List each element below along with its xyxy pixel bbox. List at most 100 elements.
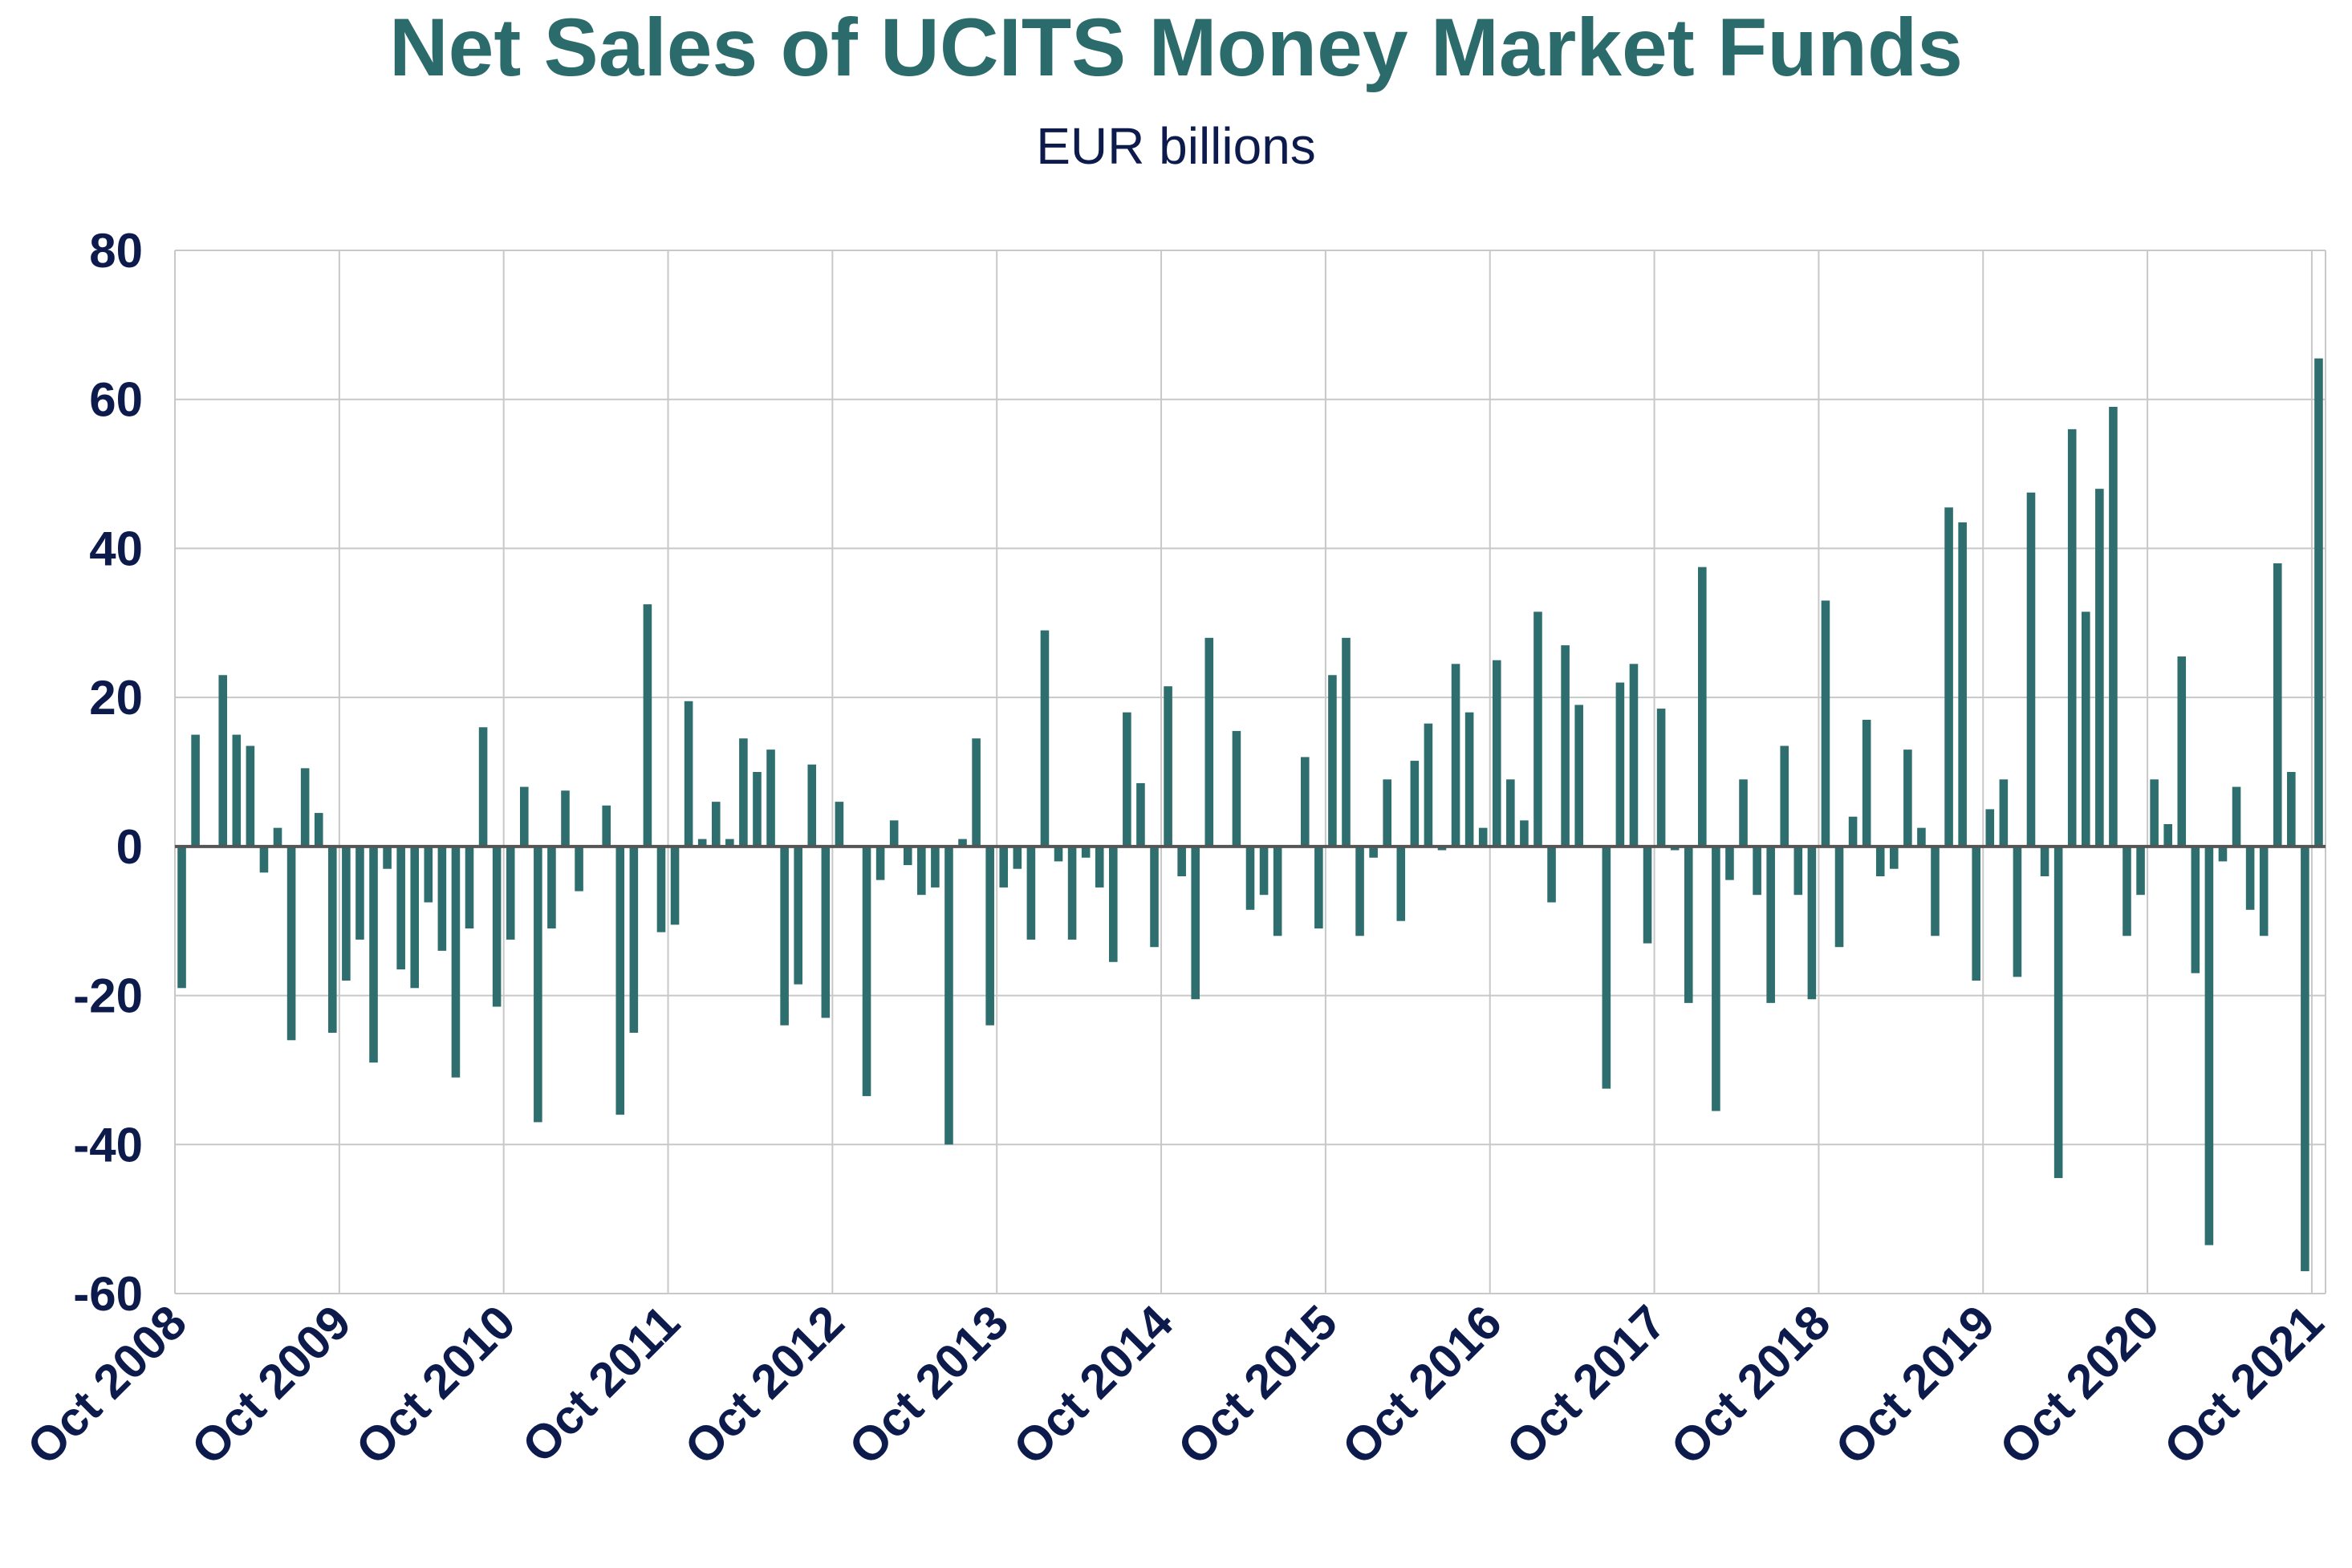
y-tick-label: 40 [89, 522, 143, 575]
bar [753, 772, 762, 847]
bar [1972, 846, 1981, 981]
x-tick-label: Oct 2018 [1660, 1295, 1840, 1475]
bar [410, 846, 420, 989]
bar [1656, 709, 1666, 847]
bar [246, 745, 255, 847]
bar [1862, 720, 1871, 847]
bar [2095, 489, 2104, 847]
bar [2287, 772, 2296, 847]
bar [2259, 846, 2269, 936]
bar [1547, 846, 1556, 903]
bar [396, 846, 405, 970]
bar [2081, 611, 2090, 847]
bar [2109, 407, 2118, 847]
bar [2040, 846, 2049, 876]
bar [1095, 846, 1104, 888]
bar [2273, 563, 2282, 847]
y-tick-label: 60 [89, 373, 143, 427]
bar [999, 846, 1009, 888]
bar [1026, 846, 1036, 940]
bar [1109, 846, 1118, 962]
bar [259, 846, 269, 873]
bar [369, 846, 378, 1063]
x-tick-label: Oct 2012 [674, 1295, 854, 1475]
bar [575, 846, 583, 892]
bar [1944, 507, 1953, 847]
bar [2245, 846, 2255, 910]
bar [1410, 761, 1420, 847]
bar [1150, 846, 1159, 948]
bar [1985, 809, 1995, 847]
bar [1191, 846, 1200, 1000]
bar [1917, 827, 1926, 847]
bar [2026, 492, 2036, 847]
bar [1383, 779, 1391, 847]
bar [862, 846, 871, 1096]
bar [1931, 846, 1940, 936]
bar [1903, 749, 1912, 847]
bar [519, 786, 529, 847]
bar [191, 734, 200, 847]
bar [1807, 846, 1817, 1000]
bar [1040, 630, 1050, 847]
bar [1753, 846, 1761, 896]
bar [2013, 846, 2022, 977]
bar [1684, 846, 1693, 1003]
bar [1602, 846, 1611, 1089]
bar [1533, 611, 1542, 847]
bar [1123, 712, 1131, 847]
bar [383, 846, 392, 869]
x-tick-label: Oct 2021 [2154, 1295, 2334, 1475]
bar [1437, 846, 1447, 851]
bar [739, 738, 748, 847]
bar [547, 846, 556, 928]
bar [492, 846, 502, 1007]
y-tick-label: 0 [116, 820, 143, 874]
bar [1520, 820, 1529, 847]
bar [1245, 846, 1255, 910]
bar [670, 846, 680, 925]
bar [766, 749, 775, 847]
bar [1451, 664, 1460, 847]
bar [1177, 846, 1186, 876]
bar [1712, 846, 1720, 1111]
bar [1834, 846, 1844, 948]
bar [684, 701, 693, 847]
bar [355, 846, 364, 940]
bar [2177, 656, 2187, 847]
bar [2136, 846, 2145, 896]
x-tick-label: Oct 2010 [346, 1295, 526, 1475]
bar [835, 802, 844, 847]
bar [328, 846, 337, 1033]
x-tick-label: Oct 2015 [1168, 1295, 1347, 1475]
bar [1232, 730, 1241, 847]
bar [1164, 686, 1172, 847]
bar [985, 846, 994, 1026]
bar [944, 846, 953, 1145]
bar [1629, 664, 1639, 847]
bar [629, 846, 639, 1033]
y-tick-label: 20 [89, 671, 143, 725]
bar [1725, 846, 1734, 880]
bar [821, 846, 831, 1018]
bar [1204, 637, 1214, 847]
bar [807, 764, 817, 847]
bar [1054, 846, 1063, 862]
bar [1067, 846, 1077, 940]
bar [451, 846, 461, 1078]
bar [286, 846, 296, 1041]
bar [2301, 846, 2309, 1272]
bar [1136, 782, 1145, 847]
bar [1355, 846, 1364, 936]
bar [1464, 712, 1474, 847]
bar [1780, 745, 1789, 847]
bar [1670, 846, 1680, 851]
bar [1643, 846, 1652, 944]
bar [643, 604, 652, 847]
bar [917, 846, 926, 896]
bar [1890, 846, 1899, 869]
bar [232, 734, 242, 847]
bar [342, 846, 351, 981]
y-tick-label: -20 [73, 969, 143, 1023]
bar [300, 768, 310, 847]
